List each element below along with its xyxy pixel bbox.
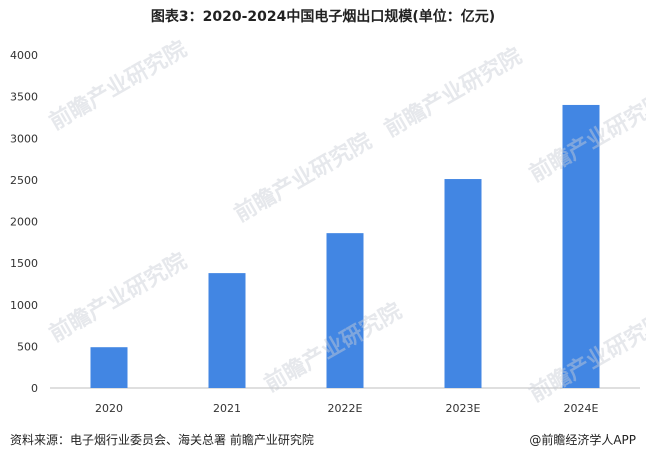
bar-2021 (208, 273, 246, 388)
bar-2022E (326, 233, 364, 388)
x-tick-label: 2024E (564, 402, 599, 415)
chart-title: 图表3：2020-2024中国电子烟出口规模(单位：亿元) (150, 9, 496, 25)
bar-2024E (562, 104, 600, 388)
y-tick-label: 4000 (10, 49, 38, 62)
x-tick-label: 2022E (328, 402, 363, 415)
y-tick-label: 500 (17, 340, 38, 353)
y-tick-label: 3500 (10, 91, 38, 104)
bar-2020 (90, 347, 128, 388)
y-tick-label: 0 (31, 382, 38, 395)
x-tick-label: 2023E (446, 402, 481, 415)
y-tick-label: 2000 (10, 216, 38, 229)
bar-2023E (444, 179, 482, 388)
y-tick-label: 2500 (10, 174, 38, 187)
brand-credit: @前瞻经济学人APP (529, 433, 636, 447)
bars (90, 104, 600, 388)
source-note: 资料来源：电子烟行业委员会、海关总署 前瞻产业研究院 (10, 433, 314, 447)
y-axis-ticks: 0 500 1000 1500 2000 2500 3000 3500 4000 (10, 49, 38, 395)
y-tick-label: 3000 (10, 132, 38, 145)
x-axis-ticks: 2020 2021 2022E 2023E 2024E (95, 402, 599, 415)
y-tick-label: 1500 (10, 257, 38, 270)
x-tick-label: 2021 (213, 402, 241, 415)
y-tick-label: 1000 (10, 299, 38, 312)
x-tick-label: 2020 (95, 402, 123, 415)
